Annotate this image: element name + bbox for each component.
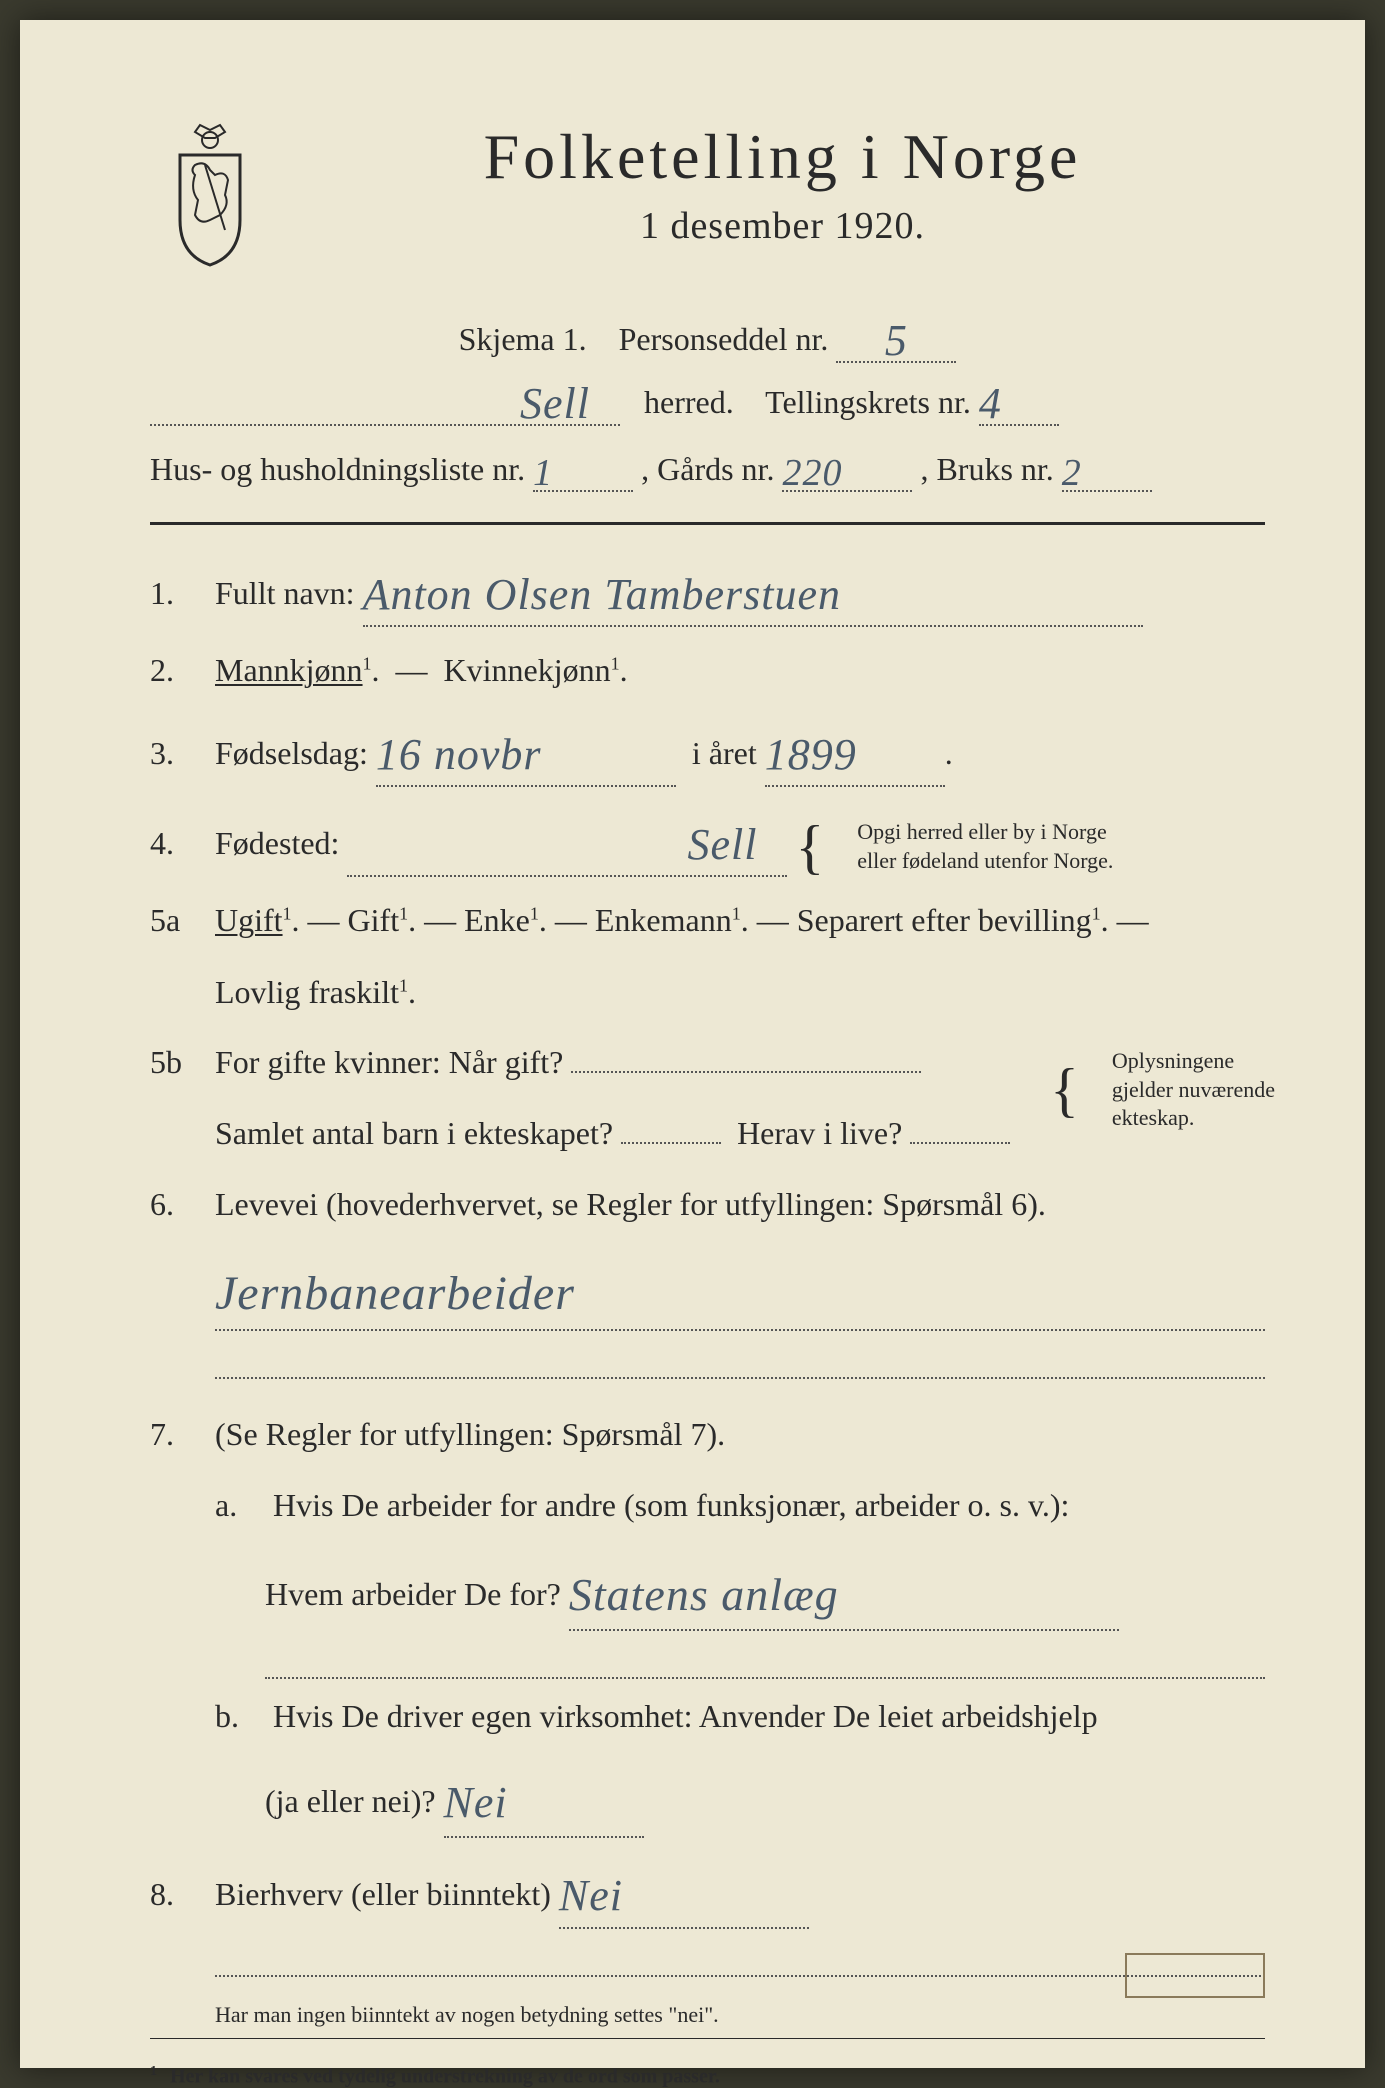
header: Folketelling i Norge 1 desember 1920. xyxy=(150,120,1265,270)
q5a-ugift: Ugift xyxy=(215,902,283,938)
q4-note2: eller fødeland utenfor Norge. xyxy=(857,848,1113,873)
question-5b: 5b For gifte kvinner: Når gift? { Oplysn… xyxy=(150,1037,1265,1088)
personseddel-label: Personseddel nr. xyxy=(619,321,829,357)
q5a-enke: Enke xyxy=(464,902,530,938)
meta-husliste-line: Hus- og husholdningsliste nr. 1 , Gårds … xyxy=(150,446,1265,492)
q6-label: Levevei (hovederhvervet, se Regler for u… xyxy=(215,1186,1046,1222)
q7a-blank-line xyxy=(265,1649,1265,1679)
footnote-1: Har man ingen biinntekt av nogen betydni… xyxy=(215,2002,1265,2028)
q3-day: 16 novbr xyxy=(376,730,542,779)
question-1: 1. Fullt navn: Anton Olsen Tamberstuen xyxy=(150,555,1265,627)
q8-value: Nei xyxy=(559,1871,623,1920)
q5a-continued: Lovlig fraskilt1. xyxy=(215,965,1265,1019)
q5a-separert: Separert efter bevilling xyxy=(797,902,1092,938)
q1-label: Fullt navn: xyxy=(215,575,355,611)
q8-num: 8. xyxy=(150,1869,215,1920)
q2-num: 2. xyxy=(150,645,215,696)
q7b-label: Hvis De driver egen virksomhet: Anvender… xyxy=(273,1698,1098,1734)
printer-stamp xyxy=(1125,1953,1265,1998)
q6-value-line: Jernbanearbeider xyxy=(215,1248,1265,1332)
q8-blank-line xyxy=(215,1947,1265,1977)
q3-label: Fødselsdag: xyxy=(215,735,368,771)
census-form-page: Folketelling i Norge 1 desember 1920. Sk… xyxy=(20,20,1365,2068)
q7a-label: Hvis De arbeider for andre (som funksjon… xyxy=(273,1487,1069,1523)
footnote-2: 1 Her kan svares ved tydelig understrekn… xyxy=(150,2064,1265,2088)
gards-label: , Gårds nr. xyxy=(641,451,774,487)
tellingskrets-nr: 4 xyxy=(979,379,1002,428)
coat-of-arms xyxy=(150,120,270,270)
question-4: 4. Fødested: Sell { Opgi herred eller by… xyxy=(150,805,1265,877)
question-2: 2. Mannkjønn1. — Kvinnekjønn1. xyxy=(150,645,1265,696)
meta-schema-line: Skjema 1. Personseddel nr. 5 xyxy=(150,310,1265,363)
q2-kvinne: Kvinnekjønn xyxy=(444,652,611,688)
q4-num: 4. xyxy=(150,818,215,869)
q5b-label3: Herav i live? xyxy=(737,1115,902,1151)
bruks-nr: 2 xyxy=(1062,452,1082,494)
q5b-note2: gjelder nuværende xyxy=(1112,1077,1275,1102)
tellingskrets-label: Tellingskrets nr. xyxy=(765,384,971,420)
husliste-nr: 1 xyxy=(533,452,553,494)
q5a-fraskilt: Lovlig fraskilt xyxy=(215,974,399,1010)
q3-year-label: i året xyxy=(692,735,757,771)
q5a-enkemann: Enkemann xyxy=(595,902,732,938)
question-3: 3. Fødselsdag: 16 novbr i året 1899 . xyxy=(150,715,1265,787)
q5b-label1: For gifte kvinner: Når gift? xyxy=(215,1044,563,1080)
q7b-line2: (ja eller nei)? Nei xyxy=(265,1761,1265,1838)
q5b-note1: Oplysningene xyxy=(1112,1048,1234,1073)
q7-label: (Se Regler for utfyllingen: Spørsmål 7). xyxy=(215,1416,725,1452)
q5b-sidenote: Oplysningene gjelder nuværende ekteskap. xyxy=(1112,1047,1275,1133)
q7b: b. Hvis De driver egen virksomhet: Anven… xyxy=(215,1689,1265,1743)
footnote-2-text: Her kan svares ved tydelig understreknin… xyxy=(170,2065,720,2087)
question-5a: 5a Ugift1. — Gift1. — Enke1. — Enkemann1… xyxy=(150,895,1265,946)
q7a-label2: Hvem arbeider De for? xyxy=(265,1576,561,1612)
q3-year: 1899 xyxy=(765,730,857,779)
husliste-label: Hus- og husholdningsliste nr. xyxy=(150,451,525,487)
personseddel-nr: 5 xyxy=(885,316,908,365)
q1-value: Anton Olsen Tamberstuen xyxy=(363,570,842,619)
gards-nr: 220 xyxy=(782,452,842,494)
herred-value: Sell xyxy=(520,379,590,428)
q2-mann: Mannkjønn xyxy=(215,652,363,688)
q4-label: Fødested: xyxy=(215,825,339,861)
question-6: 6. Levevei (hovederhvervet, se Regler fo… xyxy=(150,1179,1265,1230)
q8-label: Bierhverv (eller biinntekt) xyxy=(215,1876,551,1912)
herred-label: herred. xyxy=(644,384,734,420)
q5b-label2: Samlet antal barn i ekteskapet? xyxy=(215,1115,613,1151)
subtitle-date: 1 desember 1920. xyxy=(300,204,1265,248)
divider-top xyxy=(150,522,1265,525)
schema-label: Skjema 1. xyxy=(459,321,587,357)
q1-num: 1. xyxy=(150,568,215,619)
q4-sidenote: Opgi herred eller by i Norge eller fødel… xyxy=(857,818,1113,875)
q5b-num: 5b xyxy=(150,1037,215,1088)
q6-blank-line xyxy=(215,1349,1265,1379)
q7b-label2: (ja eller nei)? xyxy=(265,1783,436,1819)
q5a-num: 5a xyxy=(150,895,215,946)
divider-bottom xyxy=(150,2038,1265,2039)
q7a: a. Hvis De arbeider for andre (som funks… xyxy=(215,1478,1265,1532)
q7a-line2: Hvem arbeider De for? Statens anlæg xyxy=(265,1551,1265,1631)
q6-value: Jernbanearbeider xyxy=(215,1267,575,1320)
q5a-gift: Gift xyxy=(348,902,400,938)
q4-value: Sell xyxy=(687,820,757,869)
q7b-value: Nei xyxy=(444,1778,508,1827)
q7-num: 7. xyxy=(150,1409,215,1460)
q5b-note3: ekteskap. xyxy=(1112,1105,1194,1130)
question-8: 8. Bierhverv (eller biinntekt) Nei xyxy=(150,1856,1265,1928)
q7a-value: Statens anlæg xyxy=(569,1569,839,1620)
meta-herred-line: Sell herred. Tellingskrets nr. 4 xyxy=(150,373,1265,426)
bruks-label: , Bruks nr. xyxy=(920,451,1053,487)
title-block: Folketelling i Norge 1 desember 1920. xyxy=(300,120,1265,248)
question-7: 7. (Se Regler for utfyllingen: Spørsmål … xyxy=(150,1409,1265,1460)
crest-svg xyxy=(150,120,270,270)
q6-num: 6. xyxy=(150,1179,215,1230)
main-title: Folketelling i Norge xyxy=(300,120,1265,194)
q3-num: 3. xyxy=(150,728,215,779)
q4-note1: Opgi herred eller by i Norge xyxy=(857,819,1106,844)
